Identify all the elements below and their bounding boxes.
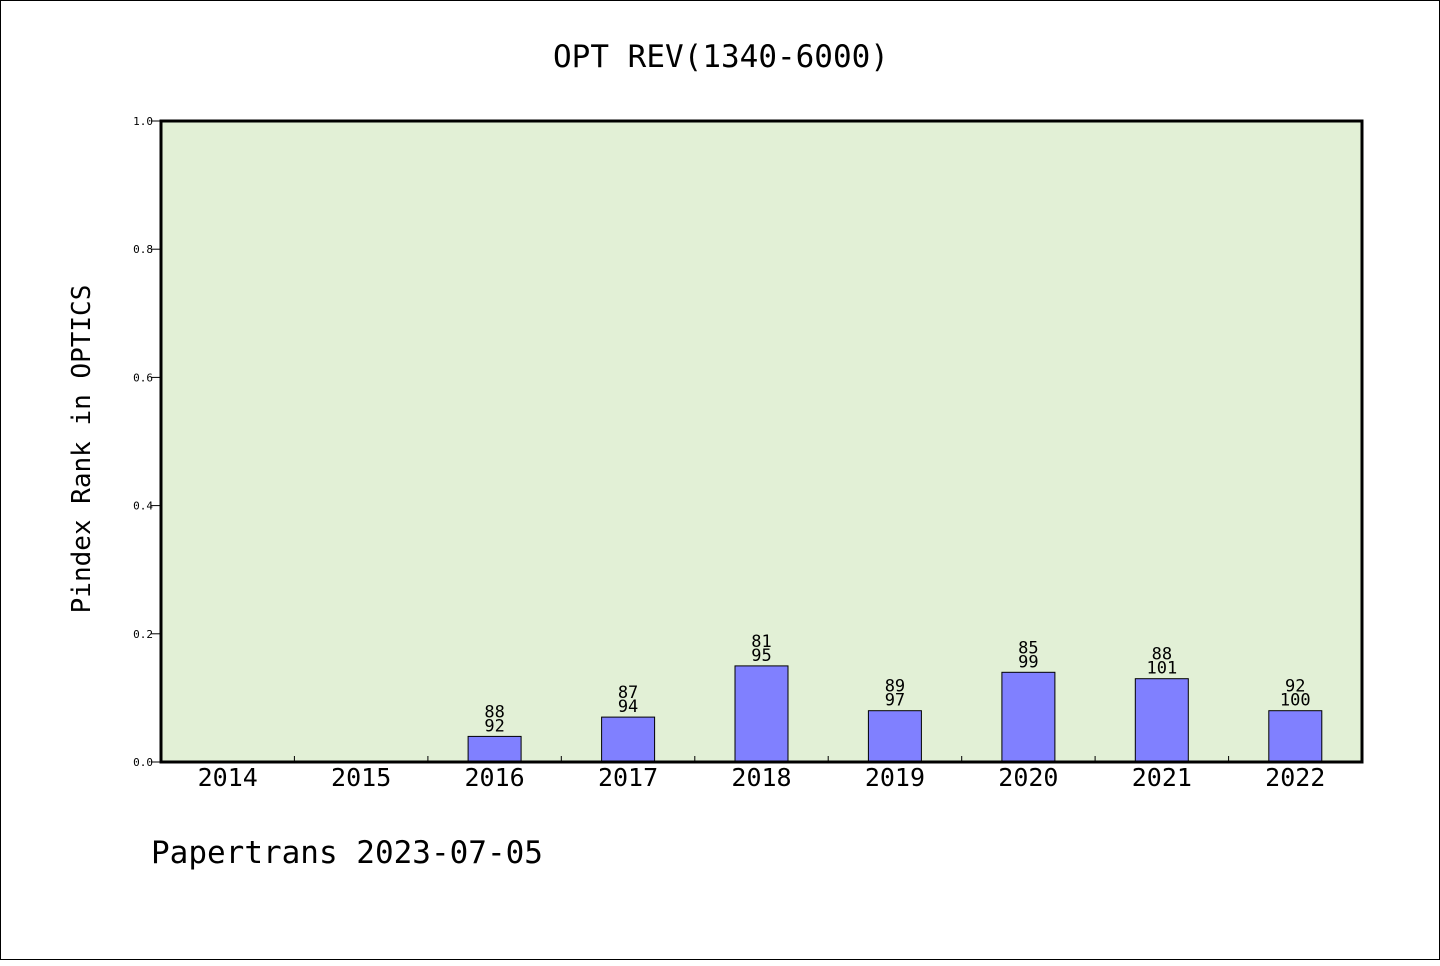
bar-2019	[867, 710, 922, 763]
bars-layer	[467, 665, 1323, 763]
data-label-bottom-2019: 97	[885, 691, 905, 711]
data-label-bottom-2020: 99	[1018, 652, 1038, 672]
data-label-top-2022: 92	[1285, 677, 1305, 697]
data-label-bottom-2021: 101	[1146, 659, 1177, 679]
x-tick-label-2022: 2022	[1265, 763, 1325, 792]
chart-title: OPT REV(1340-6000)	[553, 39, 889, 75]
bar-2020	[1001, 671, 1056, 763]
x-tick-label-2020: 2020	[998, 763, 1058, 792]
plot-frame	[159, 119, 1364, 764]
bar-2018	[734, 665, 789, 763]
data-label-top-2018: 81	[751, 632, 771, 652]
data-label-bottom-2017: 94	[618, 697, 638, 717]
x-tick-label-2018: 2018	[731, 763, 791, 792]
data-label-top-2019: 89	[885, 677, 905, 697]
bar-2022	[1268, 710, 1323, 763]
bar-2017	[601, 716, 656, 763]
y-tick-label-0.6: 0.6	[133, 371, 153, 384]
y-tick-label-1.0: 1.0	[133, 115, 153, 128]
x-tick-label-2019: 2019	[865, 763, 925, 792]
y-tick-label-0.8: 0.8	[133, 243, 153, 256]
y-tick-label-0.0: 0.0	[133, 756, 153, 769]
x-ticks: 2014 2015 2016 2017 2018 2019 2020 2021 2022	[198, 756, 1325, 792]
x-tick-label-2014: 2014	[198, 763, 258, 792]
bar-2021	[1134, 678, 1189, 763]
y-tick-label-0.4: 0.4	[133, 500, 153, 513]
data-label-top-2021: 88	[1152, 645, 1172, 665]
data-label-top-2016: 88	[484, 702, 504, 722]
data-label-bottom-2016: 92	[484, 716, 504, 736]
x-tick-label-2021: 2021	[1132, 763, 1192, 792]
x-tick-label-2017: 2017	[598, 763, 658, 792]
footer-credit: Papertrans 2023-07-05	[151, 835, 543, 871]
x-tick-label-2016: 2016	[465, 763, 525, 792]
plot-area	[161, 121, 1362, 762]
data-label-top-2017: 87	[618, 683, 638, 703]
data-label-bottom-2018: 95	[751, 646, 771, 666]
data-label-bottom-2022: 100	[1280, 691, 1311, 711]
y-tick-label-0.2: 0.2	[133, 628, 153, 641]
bar-2016	[467, 735, 522, 763]
data-label-top-2020: 85	[1018, 638, 1038, 658]
x-tick-label-2015: 2015	[331, 763, 391, 792]
y-axis-label: Pindex Rank in OPTICS	[67, 285, 97, 614]
y-ticks: 0.0 0.2 0.4 0.6 0.8 1.0	[133, 115, 161, 769]
